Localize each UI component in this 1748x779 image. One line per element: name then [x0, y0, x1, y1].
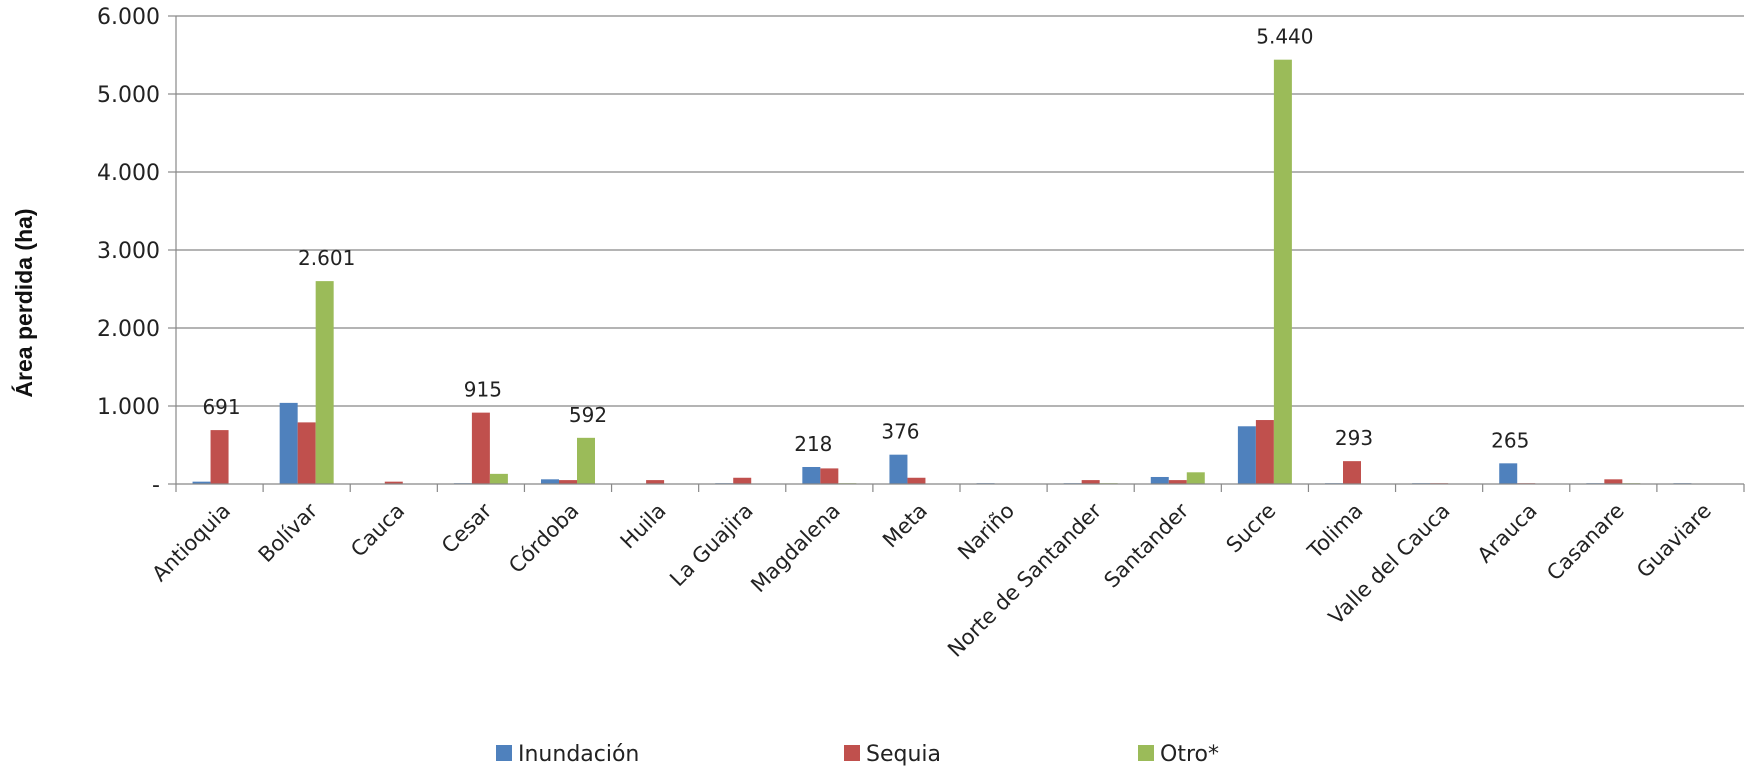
x-tick-label: Norte de Santander [943, 498, 1106, 661]
bar-cordoba-3 [577, 437, 595, 484]
bar-cordoba-1 [541, 479, 559, 484]
bar-casanare-2 [1604, 479, 1623, 484]
legend-label: Sequia [866, 742, 941, 767]
bar-meta-1 [889, 454, 908, 484]
bar-magdalena-1 [802, 466, 821, 484]
bar-antioquia-1 [192, 481, 211, 484]
y-axis-ticks: - 1.000 2.000 3.000 4.000 5.000 6.000 [97, 5, 176, 498]
data-label: 218 [794, 432, 832, 456]
x-tick-label: Meta [878, 499, 932, 553]
gridlines [176, 15, 1744, 407]
x-tick-label: Cauca [346, 499, 409, 562]
data-labels: 691 2.601 915 592 218 376 5.440 293 265 [202, 25, 1529, 456]
legend-swatch [496, 745, 512, 761]
y-tick-label: 2.000 [97, 317, 160, 342]
bar-sucre-3 [1273, 59, 1292, 485]
data-label: 592 [569, 403, 607, 427]
bar-bolivar-1 [279, 402, 298, 484]
bar-sucre-1 [1237, 426, 1256, 484]
legend-label: Inundación [518, 742, 639, 767]
x-tick-label: Huila [616, 499, 671, 554]
bar-la-guajira-2 [733, 477, 752, 484]
x-tick-label: Magdalena [746, 499, 845, 598]
bar-bolivar-3 [315, 281, 334, 484]
y-tick-label: 5.000 [97, 83, 160, 108]
x-tick-label: Santander [1099, 498, 1193, 592]
data-label: 293 [1335, 426, 1373, 450]
y-tick-label: 6.000 [97, 5, 160, 30]
y-tick-label: - [152, 473, 160, 498]
x-tick-label: Arauca [1473, 499, 1542, 568]
x-tick-label: Guaviare [1632, 499, 1716, 583]
x-tick-label: Nariño [953, 499, 1019, 565]
bar-tolima-2 [1343, 461, 1361, 484]
data-label: 376 [881, 420, 919, 444]
bar-antioquia-2 [210, 430, 229, 484]
bar-norte-de-santander-2 [1081, 480, 1100, 484]
x-tick-label: Córdoba [504, 499, 583, 578]
bar-santander-1 [1150, 476, 1169, 484]
x-tick-label: Casanare [1542, 499, 1629, 586]
bar-bolivar-2 [297, 422, 316, 484]
data-label: 915 [464, 378, 502, 402]
y-axis-label: Área perdida (ha) [10, 208, 37, 397]
legend-label: Otro* [1160, 742, 1219, 767]
bar-sucre-2 [1255, 420, 1274, 484]
x-tick-label: Sucre [1222, 499, 1281, 558]
bar-cesar-3 [489, 473, 508, 484]
bar-santander-2 [1168, 480, 1187, 484]
x-tick-label: Bolívar [254, 498, 323, 567]
bar-magdalena-2 [820, 468, 839, 484]
legend-swatch [844, 745, 860, 761]
legend: Inundación Sequia Otro* [496, 742, 1219, 767]
bar-cordoba-2 [559, 480, 577, 484]
legend-swatch [1138, 745, 1154, 761]
y-tick-label: 1.000 [97, 395, 160, 420]
bars [192, 59, 1692, 485]
x-axis-ticks: Antioquia Bolívar Cauca Cesar Córdoba HuilaLa… [147, 484, 1745, 662]
bar-cesar-2 [471, 412, 490, 484]
bar-arauca-1 [1499, 463, 1518, 484]
y-tick-label: 4.000 [97, 161, 160, 186]
x-tick-label: Cesar [437, 498, 497, 558]
bar-santander-3 [1186, 472, 1205, 484]
data-label: 5.440 [1256, 25, 1313, 49]
bar-huila-2 [646, 480, 665, 484]
data-label: 265 [1491, 428, 1529, 452]
y-tick-label: 3.000 [97, 239, 160, 264]
bar-cauca-2 [384, 481, 403, 484]
x-tick-label: Antioquia [147, 499, 235, 587]
x-tick-label: Tolima [1302, 499, 1367, 564]
data-label: 691 [202, 395, 240, 419]
bar-meta-2 [907, 477, 926, 484]
data-label: 2.601 [298, 246, 355, 270]
x-tick-label: La Guajira [665, 499, 758, 592]
